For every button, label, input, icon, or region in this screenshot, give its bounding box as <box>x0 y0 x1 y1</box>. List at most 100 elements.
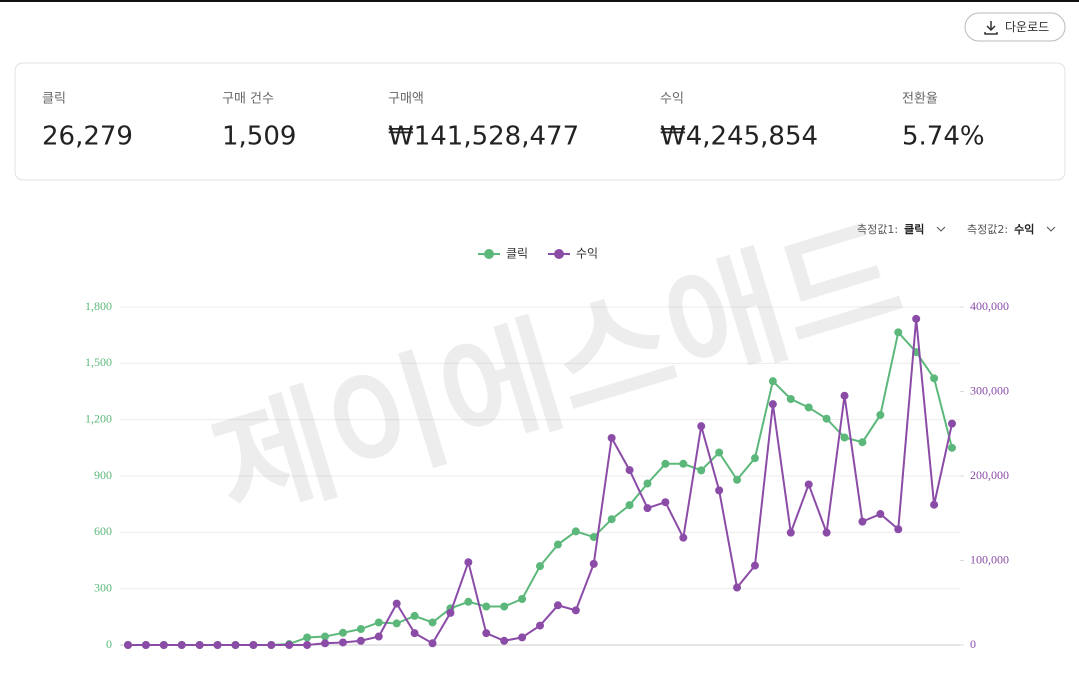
data-point <box>338 638 347 647</box>
data-point <box>536 562 544 571</box>
stats-card <box>14 62 1066 181</box>
selector-label: 측정값1: <box>857 223 898 236</box>
stat-label: 구매액 <box>388 92 424 107</box>
y-tick-label: 1,500 <box>85 355 112 369</box>
data-point <box>661 498 670 507</box>
data-point <box>733 583 742 592</box>
y2-tick-label: 200,000 <box>970 468 1009 482</box>
data-point <box>410 611 419 620</box>
data-point <box>356 625 365 634</box>
y2-tick-label: 100,000 <box>970 552 1009 566</box>
data-point <box>607 515 616 524</box>
data-point <box>786 528 795 537</box>
top-bar <box>0 0 1079 2</box>
data-point <box>267 641 276 649</box>
selectors: 측정값1: 클릭 측정값2: 수익 <box>857 223 1056 236</box>
data-point <box>876 510 885 519</box>
stat-label: 수익 <box>660 92 684 107</box>
data-point <box>303 633 312 642</box>
data-point <box>697 466 706 475</box>
download-button[interactable]: 다운로드 <box>964 12 1066 42</box>
data-point <box>428 639 437 648</box>
data-point <box>840 433 849 442</box>
data-point <box>750 454 759 463</box>
stat-label: 구매 건수 <box>222 92 274 107</box>
selector-value: 수익 <box>1014 223 1034 236</box>
data-point <box>661 459 670 468</box>
data-point <box>141 641 150 649</box>
measure-selector[interactable]: 측정값1: 클릭 <box>857 223 924 236</box>
data-point <box>553 601 562 610</box>
y2-tick-label: 0 <box>970 637 976 651</box>
data-point <box>858 517 867 526</box>
data-point <box>643 504 652 513</box>
data-point <box>571 606 580 615</box>
data-point <box>589 559 598 568</box>
y2-tick-label: 300,000 <box>970 383 1009 397</box>
stat-value: ₩4,245,854 <box>660 122 818 152</box>
data-point <box>750 561 759 570</box>
data-point <box>625 501 634 510</box>
chevron <box>1046 226 1056 232</box>
data-point <box>482 602 491 611</box>
data-point <box>894 525 903 534</box>
data-point <box>715 448 724 457</box>
stat-value: 5.74% <box>902 122 985 152</box>
data-point <box>894 328 903 337</box>
data-point <box>786 395 795 404</box>
data-point <box>321 639 330 648</box>
data-point <box>392 619 401 628</box>
data-point <box>553 540 562 549</box>
data-point <box>822 528 831 537</box>
download-icon[interactable] <box>984 21 998 35</box>
data-point <box>948 443 956 452</box>
data-point <box>518 594 527 603</box>
data-point <box>518 633 527 642</box>
data-point <box>321 632 330 641</box>
y2-tick-label: 400,000 <box>970 299 1009 313</box>
data-point <box>804 403 813 412</box>
data-point <box>482 629 491 638</box>
data-point <box>374 632 383 641</box>
data-point <box>124 641 132 649</box>
y-tick-label: 600 <box>94 524 112 538</box>
data-point <box>948 419 956 428</box>
y-tick-label: 0 <box>106 637 112 651</box>
y-tick-label: 1,200 <box>85 411 112 425</box>
selector-value: 클릭 <box>904 223 924 236</box>
data-point <box>589 533 598 542</box>
button-label[interactable]: 다운로드 <box>1005 20 1049 34</box>
data-point <box>392 599 401 608</box>
data-point <box>356 636 365 645</box>
data-point <box>303 641 312 649</box>
stat-label: 전환율 <box>902 92 938 107</box>
data-point <box>768 400 777 409</box>
data-point <box>625 466 634 475</box>
chevron <box>936 226 946 232</box>
chart: 0 300 600 900 1,200 1,500 1,800 0 100,000 200,000… <box>85 247 1009 651</box>
stat-value: 26,279 <box>42 122 133 152</box>
data-point <box>840 391 849 400</box>
data-point <box>643 479 652 488</box>
measure-selector[interactable]: 측정값2: 수익 <box>967 223 1034 236</box>
data-point <box>446 608 455 617</box>
data-point <box>733 475 742 484</box>
data-point <box>410 629 419 638</box>
data-point <box>500 636 509 645</box>
stat-label: 클릭 <box>42 92 66 107</box>
data-point <box>822 414 831 423</box>
stat-value: ₩141,528,477 <box>388 122 579 152</box>
data-point <box>536 621 544 630</box>
legend-dot <box>484 249 494 259</box>
y-tick-label: 1,800 <box>85 299 112 313</box>
data-point <box>464 597 473 606</box>
data-point <box>876 410 885 419</box>
data-point <box>679 533 688 542</box>
data-point <box>930 500 939 509</box>
data-point <box>249 641 258 649</box>
data-point <box>285 641 294 649</box>
data-point <box>768 377 777 386</box>
data-point <box>428 618 437 627</box>
data-point <box>912 314 921 323</box>
